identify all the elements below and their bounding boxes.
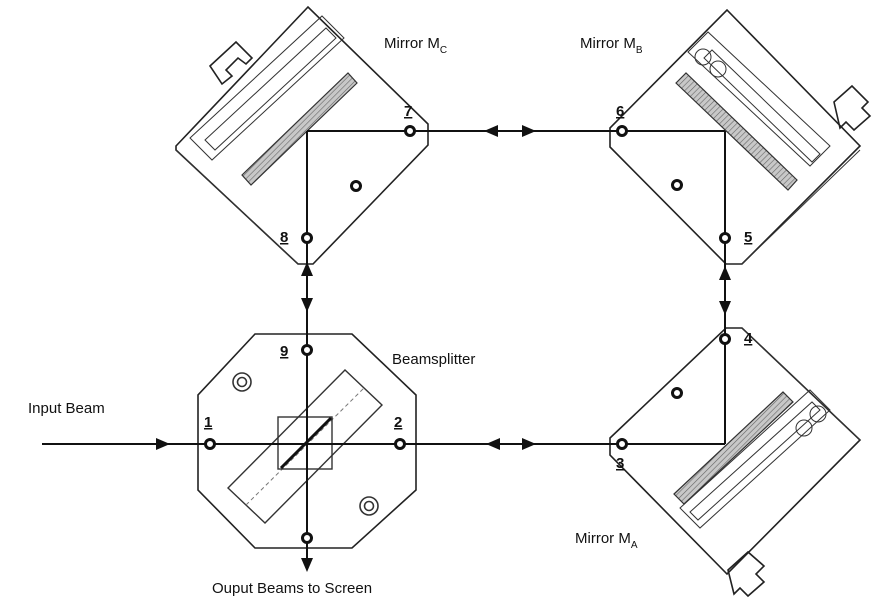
bidirectional-arrow-right [522,438,536,450]
input-beam-label: Input Beam [28,400,105,417]
port-label-5: 5 [744,229,752,246]
mirror-ma-screw [671,387,683,399]
output-arrow [301,558,313,572]
port-8 [301,232,313,244]
beamsplitter-adjust-screw-2 [359,496,379,516]
beamsplitter-label: Beamsplitter [392,351,475,368]
port-7 [404,125,416,137]
bidirectional-arrow-down [719,301,731,315]
port-9 [301,344,313,356]
bidirectional-arrow-left [484,125,498,137]
port-label-9: 9 [280,343,288,360]
port-label-6: 6 [616,103,624,120]
mirror-mb-screw [671,179,683,191]
beamsplitter-adjust-screw [232,372,252,392]
mirror-ma-label: Mirror MA [575,530,638,551]
beam-arrows [156,125,731,572]
bidirectional-arrow-left [486,438,500,450]
bidirectional-arrow-down [301,298,313,312]
port-6 [616,125,628,137]
mirror-mb-mount [609,8,872,265]
mirror-mb-label: Mirror MB [580,35,643,56]
port-label-3: 3 [616,455,624,472]
port-label-2: 2 [394,414,402,431]
port-5 [719,232,731,244]
mirror-mc-screw [350,180,362,192]
port-label-7: 7 [404,103,412,120]
bidirectional-arrow-up [301,262,313,276]
mirror-ma-mount [609,327,862,598]
input-arrow [156,438,170,450]
port-1 [204,438,216,450]
labels: Mirror MC Mirror MB Mirror MA Beamsplitt… [28,35,643,597]
port-2 [394,438,406,450]
port-label-8: 8 [280,229,288,246]
mirror-mc-label: Mirror MC [384,35,447,56]
port-4 [719,333,731,345]
port-3 [616,438,628,450]
port-numbers: 1 2 3 4 5 6 7 8 9 [204,103,753,472]
output-label: Ouput Beams to Screen [212,580,372,597]
ports [204,125,731,544]
output-port [301,532,313,544]
port-label-1: 1 [204,414,212,431]
bidirectional-arrow-up [719,266,731,280]
port-label-4: 4 [744,330,753,347]
bidirectional-arrow-right [522,125,536,137]
beam-paths [42,130,726,560]
mirror-mc-mount [175,5,429,265]
